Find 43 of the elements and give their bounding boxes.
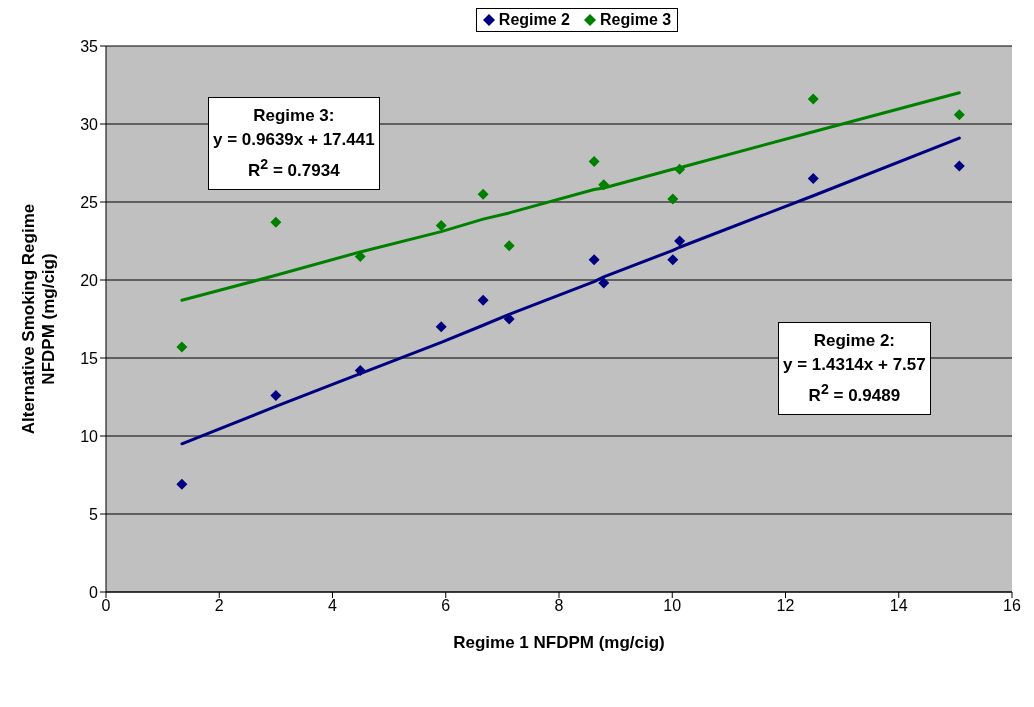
point [270,216,282,228]
point [176,341,188,353]
annotation: Regime 3: y = 0.9639x + 17.441 R$^{2}$ = 0.7934 [213,105,375,182]
point [953,160,965,172]
x-tick-label: 8 [554,597,564,615]
point [270,389,282,401]
point [667,193,679,205]
annotation: Regime 2: y = 1.4314x + 7.57 R$^{2}$ = 0.9489 [783,330,926,407]
line-series [180,91,961,302]
y-tick-label: 30 [80,115,99,133]
point [807,173,819,185]
y-tick-label: 25 [80,193,99,211]
y-tick-label: 20 [80,271,99,289]
y-tick-label: 15 [80,349,99,367]
point [598,277,610,289]
y-tick-label: 35 [80,37,99,55]
point [435,219,447,231]
point [807,93,819,105]
x-tick-label: 0 [101,597,111,615]
point [588,155,600,167]
point [435,321,447,333]
point [588,254,600,266]
x-tick-label: 10 [663,597,682,615]
legend-label: Regime 3 [599,11,672,29]
y-axis-title: Alternative Smoking Regime NFDPM (mg/cig) [19,203,58,435]
point [176,478,188,490]
point [503,240,515,252]
point [953,109,965,121]
point [667,254,679,266]
y-tick-label: 10 [80,427,99,445]
y-tick-label: 5 [89,505,99,523]
point [674,235,686,247]
x-tick-label: 12 [776,597,795,615]
x-tick-label: 4 [328,597,338,615]
legend-label: Regime 2 [497,11,570,29]
x-tick-label: 6 [441,597,451,615]
y-tick-label: 0 [89,583,99,601]
x-axis-title: Regime 1 NFDPM (mg/cig) [453,633,665,652]
x-tick-label: 16 [1003,597,1021,615]
point [477,188,489,200]
x-tick-label: 14 [889,597,908,615]
point [477,294,489,306]
x-tick-label: 2 [214,597,224,615]
